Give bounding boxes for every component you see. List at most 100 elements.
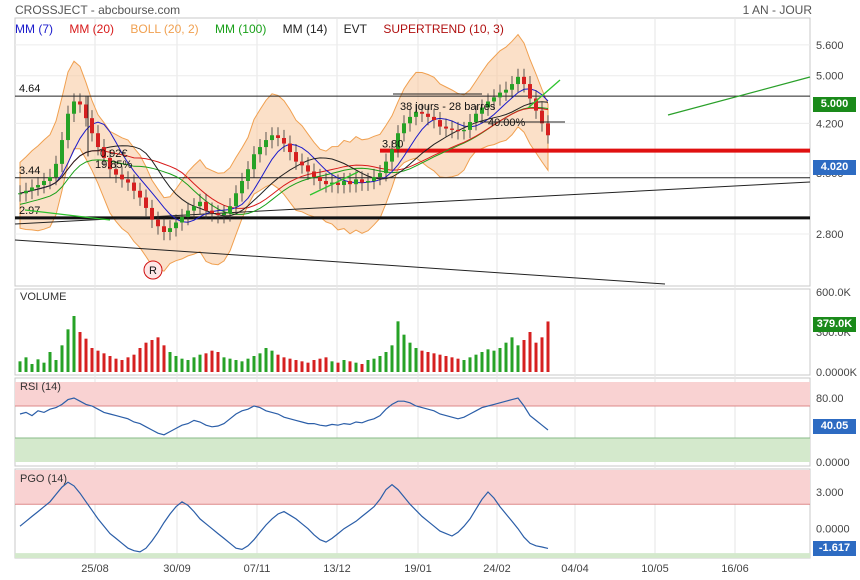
volume-bar: [144, 342, 148, 372]
candle-body: [522, 76, 526, 85]
legend-mm7: MM (7): [15, 22, 53, 36]
volume-bar: [216, 352, 220, 372]
candle-body: [270, 135, 274, 141]
rsi-line: [19, 397, 549, 436]
volume-bar: [114, 358, 118, 372]
candle-body: [192, 206, 196, 211]
x-tick-label: 19/01: [404, 563, 432, 575]
candle-body: [276, 135, 280, 138]
candle-body: [60, 140, 64, 164]
indicator-legend: MM (7) MM (20) BOLL (20, 2) MM (100) MM …: [15, 22, 517, 36]
candle-body: [114, 169, 118, 175]
candle-body: [528, 84, 532, 99]
volume-bar: [54, 360, 58, 372]
candle-body: [384, 161, 388, 174]
volume-bar: [108, 356, 112, 372]
candle-body: [252, 154, 256, 170]
volume-bar: [96, 350, 100, 372]
trendline-up: [14, 181, 811, 225]
volume-bar: [360, 364, 364, 372]
volume-bar: [168, 352, 172, 372]
volume-bar: [396, 321, 400, 372]
volume-bar: [174, 356, 178, 372]
volume-bar: [240, 361, 244, 372]
volume-bar: [432, 353, 436, 372]
volume-bar: [486, 349, 490, 372]
rsi-panel-label: RSI (14): [20, 381, 61, 393]
volume-bar: [498, 348, 502, 372]
candle-body: [246, 169, 250, 181]
volume-y-tick: 600.0K: [816, 287, 852, 299]
candle-body: [240, 180, 244, 194]
volume-bar: [72, 316, 76, 372]
volume-bar: [42, 362, 46, 372]
candle-body: [180, 216, 184, 223]
volume-bar: [414, 348, 418, 372]
rsi-y-tick: 80.00: [816, 393, 844, 405]
event-marker-label: R: [149, 265, 157, 277]
candle-body: [354, 179, 358, 185]
volume-bar: [450, 357, 454, 372]
candle-body: [540, 110, 544, 124]
candle-body: [372, 176, 376, 181]
volume-bar: [528, 332, 532, 372]
volume-bar: [126, 357, 130, 372]
volume-bar: [150, 340, 154, 372]
volume-bar: [462, 360, 466, 372]
volume-bar: [138, 348, 142, 372]
price-y-tick: 4.200: [816, 118, 844, 130]
volume-bar: [18, 361, 22, 372]
candle-body: [48, 176, 52, 181]
price-y-tick: 2.800: [816, 229, 844, 241]
period-label: 1 AN - JOUR: [742, 3, 812, 17]
chart-title: CROSSJECT - abcbourse.com: [15, 3, 181, 17]
volume-bar: [210, 350, 214, 372]
volume-bar: [468, 357, 472, 372]
event-marker: [143, 260, 163, 280]
candle-body: [516, 76, 520, 85]
candle-body: [312, 171, 316, 177]
volume-bar: [78, 332, 82, 372]
volume-panel-label: VOLUME: [20, 291, 67, 303]
volume-bar: [288, 358, 292, 372]
candle-body: [186, 210, 190, 217]
candle-body: [18, 193, 22, 195]
candle-body: [444, 126, 448, 129]
candle-body: [330, 182, 334, 185]
volume-bar: [336, 362, 340, 372]
candle-body: [174, 222, 178, 229]
pgo-line: [19, 481, 549, 553]
volume-bar: [492, 350, 496, 372]
candle-body: [378, 173, 382, 177]
volume-bar: [366, 360, 370, 372]
duration-label: 38 jours - 28 barres: [400, 101, 496, 113]
x-tick-label: 30/09: [163, 563, 191, 575]
candle-body: [360, 179, 364, 183]
x-tick-label: 07/11: [244, 563, 271, 575]
candle-body: [90, 118, 94, 134]
candle-body: [366, 180, 370, 183]
volume-bar: [510, 337, 514, 372]
candle-body: [36, 185, 40, 188]
volume-bar: [192, 357, 196, 372]
candle-body: [468, 122, 472, 130]
legend-evt: EVT: [343, 22, 368, 36]
volume-bar: [186, 360, 190, 372]
pgo-lower-zone: [15, 553, 810, 558]
candle-body: [150, 207, 154, 220]
volume-bar: [318, 358, 322, 372]
volume-bar: [546, 321, 550, 372]
candle-body: [414, 111, 418, 117]
volume-bar: [438, 354, 442, 372]
volume-bar: [312, 360, 316, 372]
volume-bar: [354, 362, 358, 372]
x-tick-label: 16/06: [721, 563, 749, 575]
candle-body: [336, 182, 340, 186]
price-y-tick: 5.600: [816, 40, 844, 52]
candle-body: [120, 174, 124, 180]
volume-bar: [228, 358, 232, 372]
candle-body: [300, 161, 304, 166]
volume-bar: [516, 345, 520, 372]
candle-body: [474, 113, 478, 123]
